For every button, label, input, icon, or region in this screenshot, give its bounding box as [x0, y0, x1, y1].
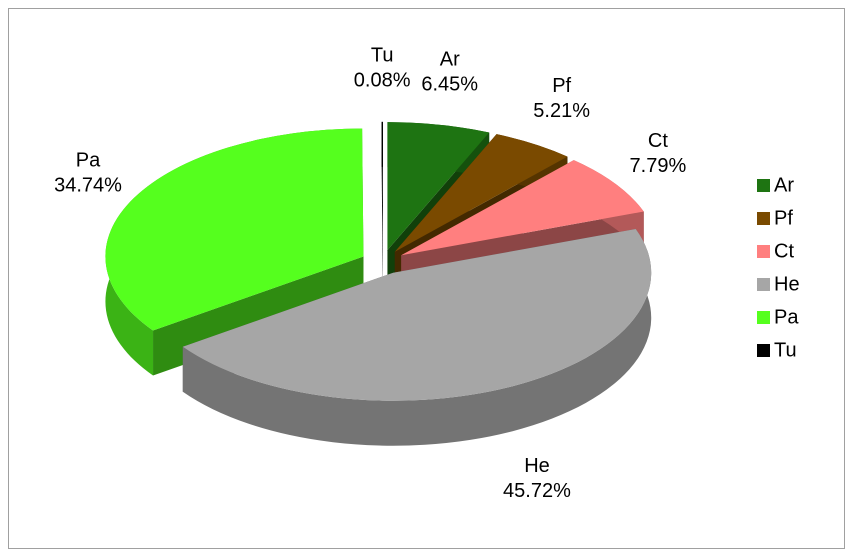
legend-swatch: [757, 311, 770, 324]
data-label-value: 7.79%: [630, 155, 687, 177]
legend-swatch: [757, 278, 770, 291]
legend-label: He: [774, 273, 800, 295]
legend-label: Ar: [774, 174, 794, 196]
data-label-name: Ct: [648, 130, 668, 152]
data-label-value: 6.45%: [421, 73, 478, 95]
legend-label: Pa: [774, 306, 799, 328]
legend-label: Tu: [774, 339, 797, 361]
data-label-value: 0.08%: [354, 69, 411, 91]
slice: [394, 134, 568, 252]
legend-swatch: [757, 344, 770, 357]
data-label-name: Pa: [76, 150, 101, 172]
data-label-value: 34.74%: [54, 175, 122, 197]
slice: [387, 122, 490, 251]
slice: [381, 121, 383, 250]
slice: [401, 160, 644, 256]
data-label-value: 5.21%: [533, 100, 590, 122]
legend-swatch: [757, 245, 770, 258]
legend-swatch: [757, 212, 770, 225]
data-label-name: He: [524, 455, 550, 477]
data-label-value: 45.72%: [503, 480, 571, 502]
data-label-name: Tu: [371, 44, 394, 66]
slice-wall: [182, 228, 652, 446]
data-label-name: Ar: [440, 48, 460, 70]
data-label-name: Pf: [552, 75, 571, 97]
legend-swatch: [757, 179, 770, 192]
legend-label: Pf: [774, 207, 793, 229]
slice: [182, 228, 652, 401]
slice: [105, 128, 364, 331]
legend-label: Ct: [774, 240, 794, 262]
